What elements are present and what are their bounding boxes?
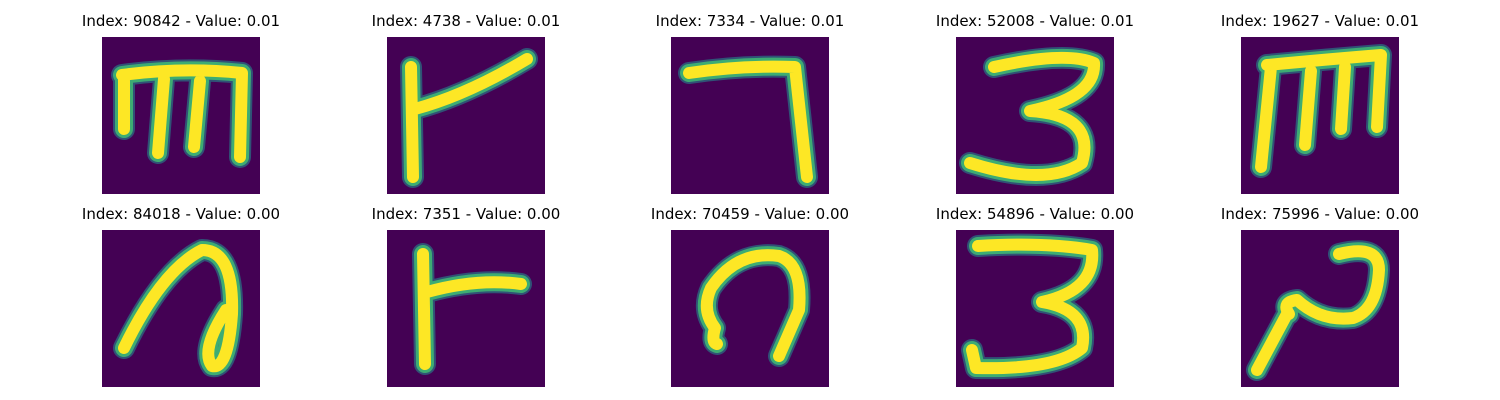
panel-title: Index: 4738 - Value: 0.01 bbox=[371, 12, 561, 30]
grid-panel: Index: 84018 - Value: 0.00 bbox=[51, 203, 311, 387]
grid-panel: Index: 54896 - Value: 0.00 bbox=[905, 203, 1165, 387]
arch-shape-icon bbox=[695, 244, 811, 367]
panel-title: Index: 54896 - Value: 0.00 bbox=[935, 205, 1135, 223]
digit-image bbox=[956, 37, 1114, 194]
loop-shape-icon bbox=[113, 239, 244, 378]
flag-shape-icon bbox=[412, 243, 532, 375]
m-shape-icon bbox=[111, 59, 253, 168]
digit-image bbox=[671, 37, 829, 194]
panel-title: Index: 70459 - Value: 0.00 bbox=[650, 205, 850, 223]
grid-panel: Index: 75996 - Value: 0.00 bbox=[1190, 203, 1450, 387]
grid-panel: Index: 70459 - Value: 0.00 bbox=[620, 203, 880, 387]
three-shape-icon bbox=[959, 46, 1105, 186]
panel-title: Index: 52008 - Value: 0.01 bbox=[935, 12, 1135, 30]
panel-title: Index: 7351 - Value: 0.00 bbox=[371, 205, 561, 223]
panel-title: Index: 84018 - Value: 0.00 bbox=[81, 205, 281, 223]
panel-title: Index: 19627 - Value: 0.01 bbox=[1220, 12, 1420, 30]
panel-title: Index: 90842 - Value: 0.01 bbox=[81, 12, 281, 30]
digit-image bbox=[671, 230, 829, 387]
digit-image bbox=[956, 230, 1114, 387]
digit-image bbox=[387, 230, 545, 387]
digit-image bbox=[102, 37, 260, 194]
panel-title: Index: 75996 - Value: 0.00 bbox=[1220, 205, 1420, 223]
three-shape-icon bbox=[961, 233, 1104, 380]
digit-image bbox=[1241, 230, 1399, 387]
grid-panel: Index: 7334 - Value: 0.01 bbox=[620, 10, 880, 194]
flag-shape-icon bbox=[400, 48, 538, 188]
grid-panel: Index: 90842 - Value: 0.01 bbox=[51, 10, 311, 194]
grid-panel: Index: 4738 - Value: 0.01 bbox=[336, 10, 596, 194]
hook-seven-icon bbox=[678, 55, 818, 188]
m-shape-icon bbox=[1250, 44, 1392, 178]
panel-title: Index: 7334 - Value: 0.01 bbox=[655, 12, 845, 30]
grid-panel: Index: 7351 - Value: 0.00 bbox=[336, 203, 596, 387]
grid-panel: Index: 52008 - Value: 0.01 bbox=[905, 10, 1165, 194]
digit-image bbox=[1241, 37, 1399, 194]
z-shape-icon bbox=[1246, 240, 1390, 381]
digit-image bbox=[387, 37, 545, 194]
grid-panel: Index: 19627 - Value: 0.01 bbox=[1190, 10, 1450, 194]
digit-image bbox=[102, 230, 260, 387]
